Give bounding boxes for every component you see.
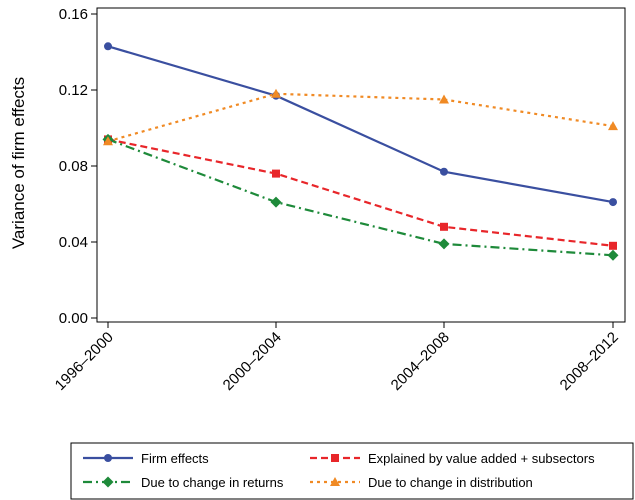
legend-marker xyxy=(102,476,114,488)
plot-area: 0.00 0.04 0.08 0.12 0.16 1996–2000 2000–2004 20… xyxy=(52,6,626,394)
data-point xyxy=(608,121,618,131)
data-point xyxy=(104,42,112,51)
data-point xyxy=(438,238,450,250)
legend-label: Due to change in distribution xyxy=(368,475,533,490)
x-tick-label: 1996–2000 xyxy=(52,329,117,394)
data-point xyxy=(440,167,448,176)
data-point xyxy=(609,198,617,207)
x-tick-label: 2004–2008 xyxy=(388,329,453,394)
y-tick-label: 0.00 xyxy=(59,310,88,327)
data-point xyxy=(609,241,617,250)
data-point xyxy=(270,196,282,208)
data-point xyxy=(440,222,448,231)
data-point xyxy=(272,169,280,178)
x-tick-label: 2008–2012 xyxy=(557,329,622,394)
series-line xyxy=(107,138,614,247)
y-tick-label: 0.04 xyxy=(59,234,88,251)
x-tick-label: 2000–2004 xyxy=(220,329,285,394)
legend-box xyxy=(70,442,634,500)
series-line xyxy=(107,138,614,257)
y-tick-label: 0.16 xyxy=(59,6,88,23)
data-point xyxy=(607,249,619,261)
data-point xyxy=(439,94,449,104)
y-axis-title: Variance of firm effects xyxy=(9,77,28,249)
legend-label: Firm effects xyxy=(141,451,209,466)
plot-frame xyxy=(96,7,626,323)
legend: Firm effects Explained by value added + s… xyxy=(70,442,634,500)
data-point xyxy=(103,136,113,146)
legend-label: Explained by value added + subsectors xyxy=(368,451,595,466)
series-line xyxy=(107,92,614,143)
legend-marker xyxy=(331,454,339,462)
data-point xyxy=(271,88,281,98)
y-tick-label: 0.08 xyxy=(59,158,88,175)
legend-marker xyxy=(104,454,112,462)
legend-marker xyxy=(330,477,340,486)
series-line xyxy=(107,45,614,204)
legend-label: Due to change in returns xyxy=(141,475,284,490)
y-tick-label: 0.12 xyxy=(59,82,88,99)
